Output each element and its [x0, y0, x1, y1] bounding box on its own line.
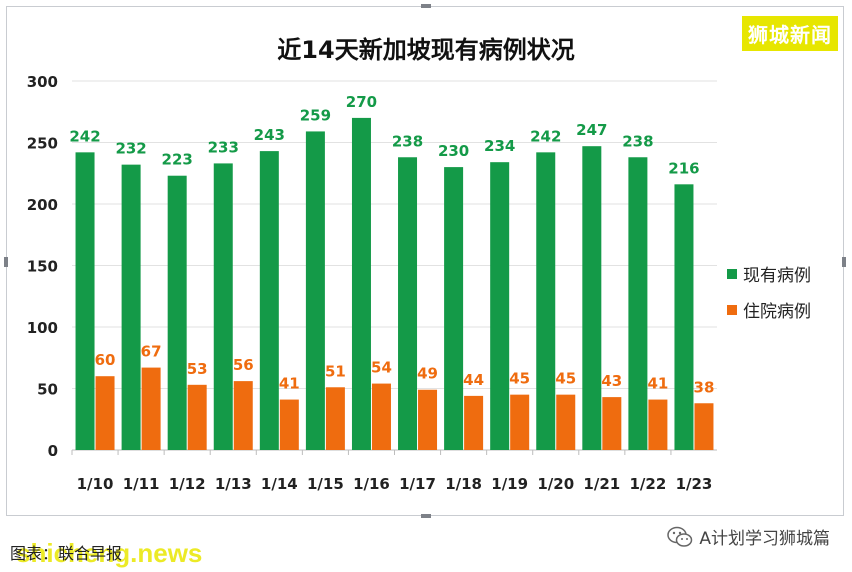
data-label-series2: 49 — [417, 365, 438, 383]
bar-series1 — [674, 184, 694, 450]
x-axis: 1/10 1/11 1/12 1/13 1/14 1/15 1/16 1/17 1/18 1/19… — [71, 449, 717, 493]
x-tick-label: 1/10 — [77, 475, 114, 493]
x-tick-label: 1/12 — [169, 475, 206, 493]
chart-title: 近14天新加坡现有病例状况 — [277, 36, 574, 64]
wechat-account: A计划学习狮城篇 — [667, 524, 830, 549]
bar-series2 — [325, 387, 345, 450]
bar-series2 — [418, 389, 438, 450]
x-tick-label: 1/19 — [491, 475, 528, 493]
y-tick-label: 150 — [27, 258, 58, 276]
data-label-series1: 238 — [392, 132, 423, 150]
bar-series2 — [279, 399, 299, 450]
data-label-series2: 56 — [233, 356, 254, 374]
y-tick-label: 200 — [27, 196, 58, 214]
x-tick-label: 1/13 — [215, 475, 252, 493]
data-label-series2: 67 — [141, 343, 162, 361]
legend-label-series2: 住院病例 — [743, 302, 811, 322]
bar-series1 — [351, 117, 371, 451]
legend-swatch-series2 — [727, 305, 737, 315]
y-tick-label: 300 — [27, 73, 58, 91]
y-tick-label: 250 — [27, 135, 58, 153]
watermark: shicheng.news — [16, 538, 203, 568]
data-label-series1: 238 — [622, 132, 653, 150]
bar-series2 — [556, 394, 576, 450]
bar-series1 — [490, 162, 510, 450]
data-label-series1: 234 — [484, 137, 515, 155]
y-tick-label: 50 — [37, 381, 58, 399]
bar-series1 — [536, 152, 556, 450]
bar-series1 — [628, 157, 648, 450]
wechat-account-name: A计划学习狮城篇 — [699, 529, 830, 549]
x-tick-label: 1/22 — [629, 475, 666, 493]
data-label-series1: 247 — [576, 121, 607, 139]
bar-series1 — [444, 167, 464, 450]
data-label-series1: 233 — [208, 138, 239, 156]
x-tick-label: 1/20 — [537, 475, 574, 493]
data-label-series2: 45 — [509, 370, 530, 388]
resize-handle-right[interactable] — [842, 257, 846, 267]
data-labels: 242 60 232 67 223 53 233 56 243 41 259 51 270 54 238 49… — [69, 93, 714, 396]
data-label-series1: 259 — [300, 106, 331, 124]
data-label-series1: 242 — [530, 127, 561, 145]
bar-series2 — [371, 383, 391, 450]
data-label-series1: 230 — [438, 142, 469, 160]
source-label: 图表：联合早报 — [10, 544, 123, 563]
x-tick-label: 1/23 — [676, 475, 713, 493]
bar-series1 — [398, 157, 418, 450]
data-label-series2: 45 — [555, 370, 576, 388]
x-tick-label: 1/18 — [445, 475, 482, 493]
bars — [75, 117, 714, 451]
bar-series2 — [187, 384, 207, 450]
legend-swatch-series1 — [727, 269, 737, 279]
data-label-series2: 60 — [95, 351, 116, 369]
data-label-series2: 41 — [279, 375, 300, 393]
bar-series2 — [233, 381, 253, 450]
data-label-series2: 53 — [187, 360, 208, 378]
data-label-series1: 243 — [254, 126, 285, 144]
x-tick-label: 1/17 — [399, 475, 436, 493]
bar-series1 — [167, 175, 187, 450]
x-tick-label: 1/14 — [261, 475, 298, 493]
bar-series1 — [305, 131, 325, 450]
x-tick-label: 1/15 — [307, 475, 344, 493]
data-label-series2: 43 — [601, 372, 622, 390]
data-label-series1: 216 — [668, 159, 699, 177]
data-label-series2: 51 — [325, 362, 346, 380]
data-label-series2: 44 — [463, 371, 484, 389]
resize-handle-left[interactable] — [4, 257, 8, 267]
legend: 现有病例 住院病例 — [727, 266, 811, 322]
bar-series2 — [648, 399, 668, 450]
bar-series2 — [510, 394, 530, 450]
data-label-series1: 232 — [115, 140, 146, 158]
bar-series1 — [259, 151, 279, 451]
x-tick-label: 1/21 — [583, 475, 620, 493]
resize-handle-top[interactable] — [421, 4, 431, 8]
y-tick-label: 0 — [48, 442, 58, 460]
wechat-icon — [667, 526, 693, 547]
data-label-series1: 223 — [162, 151, 193, 169]
data-label-series2: 38 — [694, 378, 715, 396]
y-axis: 0 50 100 150 200 250 300 — [27, 73, 58, 460]
bar-series2 — [95, 376, 115, 450]
bar-series2 — [694, 403, 714, 450]
data-label-series1: 242 — [69, 127, 100, 145]
data-label-series2: 41 — [647, 375, 668, 393]
bar-series2 — [464, 395, 484, 450]
bar-series1 — [121, 164, 141, 450]
resize-handle-bottom[interactable] — [421, 514, 431, 518]
bar-series2 — [141, 367, 161, 450]
x-tick-label: 1/16 — [353, 475, 390, 493]
brand-logo: 狮城新闻 — [742, 16, 838, 51]
x-tick-label: 1/11 — [123, 475, 160, 493]
bar-series1 — [582, 146, 602, 450]
data-label-series1: 270 — [346, 93, 377, 111]
y-tick-label: 100 — [27, 319, 58, 337]
bar-series1 — [213, 163, 233, 450]
bar-series1 — [75, 152, 95, 450]
legend-label-series1: 现有病例 — [743, 266, 811, 286]
data-label-series2: 54 — [371, 359, 392, 377]
bar-series2 — [602, 397, 622, 450]
